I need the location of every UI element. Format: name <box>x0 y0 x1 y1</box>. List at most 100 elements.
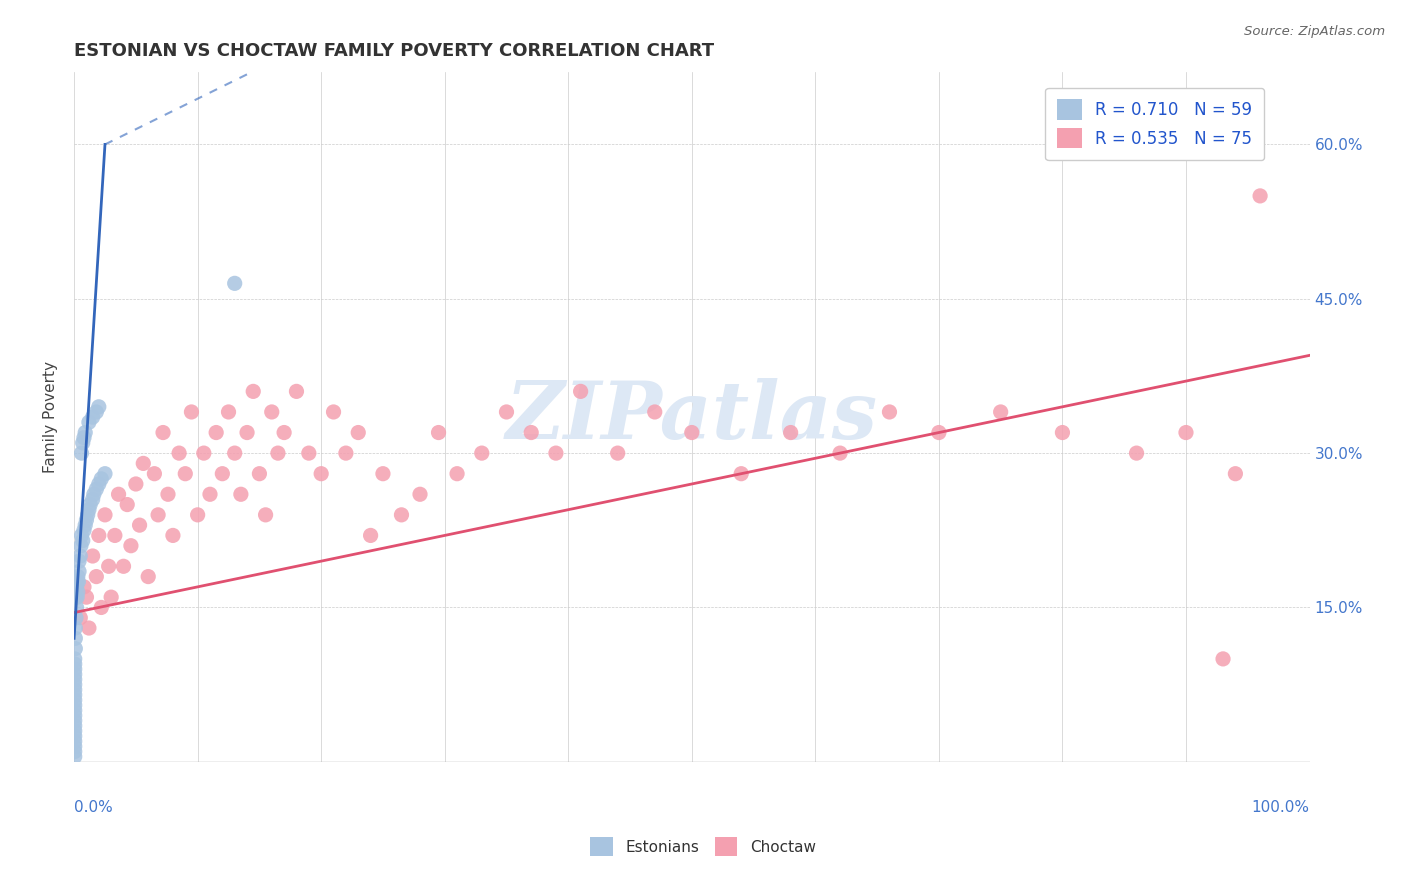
Point <box>87 400 110 414</box>
Point <box>65 580 87 594</box>
Point <box>65 632 87 646</box>
Point <box>205 425 228 440</box>
Point <box>63 678 86 692</box>
Point <box>70 539 93 553</box>
Point <box>107 487 129 501</box>
Point <box>180 405 202 419</box>
Point <box>309 467 332 481</box>
Text: ESTONIAN VS CHOCTAW FAMILY POVERTY CORRELATION CHART: ESTONIAN VS CHOCTAW FAMILY POVERTY CORRE… <box>75 42 714 60</box>
Point <box>66 585 89 599</box>
Point <box>73 523 96 537</box>
Y-axis label: Family Poverty: Family Poverty <box>44 361 58 473</box>
Point <box>63 673 86 687</box>
Point <box>75 425 97 440</box>
Point <box>75 590 97 604</box>
Point <box>70 446 93 460</box>
Point <box>152 425 174 440</box>
Point <box>335 446 357 460</box>
Point <box>65 621 87 635</box>
Point <box>67 565 90 579</box>
Point <box>681 425 703 440</box>
Point <box>82 549 104 563</box>
Point <box>928 425 950 440</box>
Point <box>132 457 155 471</box>
Point <box>94 508 117 522</box>
Legend: Estonians, Choctaw: Estonians, Choctaw <box>583 831 823 862</box>
Point <box>66 569 89 583</box>
Point <box>77 415 100 429</box>
Point <box>125 477 148 491</box>
Point <box>97 559 120 574</box>
Point <box>162 528 184 542</box>
Point <box>347 425 370 440</box>
Point <box>94 467 117 481</box>
Point <box>69 611 91 625</box>
Point <box>87 528 110 542</box>
Point <box>730 467 752 481</box>
Point <box>73 580 96 594</box>
Point <box>446 467 468 481</box>
Point <box>828 446 851 460</box>
Point <box>82 492 104 507</box>
Point <box>77 621 100 635</box>
Point <box>112 559 135 574</box>
Point <box>273 425 295 440</box>
Point <box>427 425 450 440</box>
Point <box>63 734 86 748</box>
Point <box>90 600 112 615</box>
Point <box>67 574 90 589</box>
Point <box>75 513 97 527</box>
Point <box>66 590 89 604</box>
Point <box>79 498 101 512</box>
Point <box>371 467 394 481</box>
Point <box>63 714 86 728</box>
Point <box>242 384 264 399</box>
Point <box>218 405 240 419</box>
Point <box>1125 446 1147 460</box>
Point <box>83 487 105 501</box>
Point <box>120 539 142 553</box>
Point <box>63 723 86 738</box>
Point <box>322 405 344 419</box>
Point <box>100 590 122 604</box>
Point <box>86 405 108 419</box>
Point <box>360 528 382 542</box>
Point <box>63 744 86 758</box>
Point <box>86 569 108 583</box>
Point <box>63 688 86 702</box>
Point <box>65 641 87 656</box>
Point <box>569 384 592 399</box>
Point <box>90 472 112 486</box>
Point <box>70 528 93 542</box>
Point <box>211 467 233 481</box>
Point <box>236 425 259 440</box>
Point <box>1212 652 1234 666</box>
Point <box>136 569 159 583</box>
Text: 0.0%: 0.0% <box>75 800 112 814</box>
Point <box>66 574 89 589</box>
Point <box>174 467 197 481</box>
Point <box>879 405 901 419</box>
Point <box>247 467 270 481</box>
Point <box>471 446 494 460</box>
Legend: R = 0.710   N = 59, R = 0.535   N = 75: R = 0.710 N = 59, R = 0.535 N = 75 <box>1046 87 1264 160</box>
Point <box>75 518 97 533</box>
Point <box>63 652 86 666</box>
Point <box>391 508 413 522</box>
Point <box>285 384 308 399</box>
Text: Source: ZipAtlas.com: Source: ZipAtlas.com <box>1244 25 1385 38</box>
Text: 100.0%: 100.0% <box>1251 800 1309 814</box>
Point <box>76 508 98 522</box>
Point <box>990 405 1012 419</box>
Point <box>156 487 179 501</box>
Point <box>260 405 283 419</box>
Point <box>495 405 517 419</box>
Point <box>63 749 86 764</box>
Point <box>779 425 801 440</box>
Point <box>63 667 86 681</box>
Point <box>1052 425 1074 440</box>
Point <box>86 482 108 496</box>
Point <box>224 446 246 460</box>
Point <box>229 487 252 501</box>
Point <box>63 729 86 743</box>
